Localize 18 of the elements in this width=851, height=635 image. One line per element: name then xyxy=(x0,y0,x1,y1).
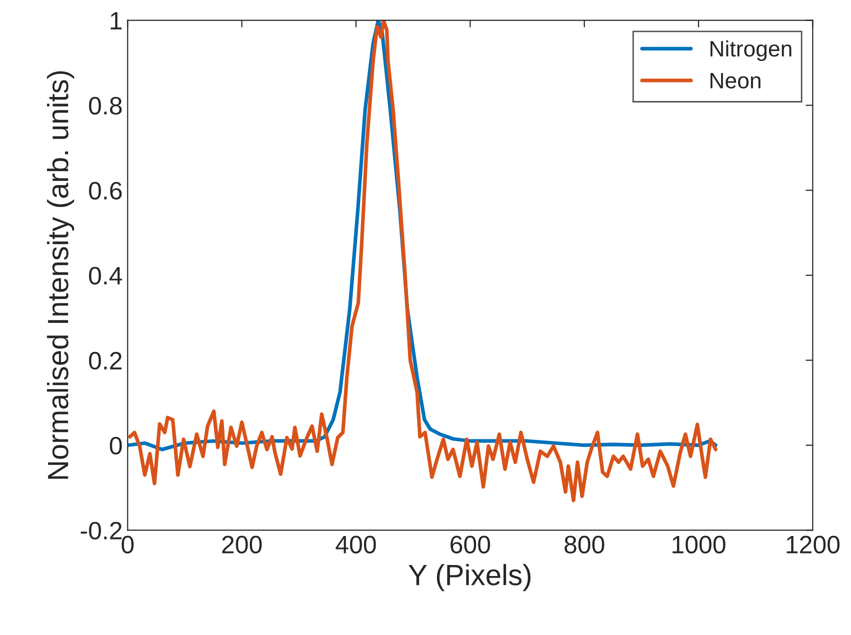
x-tick-label: 1000 xyxy=(672,536,726,554)
y-tick-label: 0.8 xyxy=(89,96,122,115)
x-tick-label: 0 xyxy=(122,536,134,554)
y-tick-label: -0.2 xyxy=(80,522,122,540)
x-tick-label: 1200 xyxy=(786,536,840,554)
legend-label: Nitrogen xyxy=(710,40,792,62)
x-tick-label: 200 xyxy=(222,536,262,554)
y-tick-label: 0 xyxy=(110,436,122,455)
y-axis-title: Normalised Intensity (arb. units) xyxy=(46,71,74,479)
x-tick-label: 400 xyxy=(336,536,376,554)
y-tick-label: 0.4 xyxy=(89,266,122,285)
x-tick-label: 800 xyxy=(564,536,604,554)
legend-label: Neon xyxy=(710,72,760,88)
y-tick-label: 1 xyxy=(110,12,122,30)
x-axis-title: Y (Pixels) xyxy=(408,564,531,592)
y-tick-label: 0.6 xyxy=(89,182,122,200)
y-tick-label: 0.2 xyxy=(89,352,122,370)
x-tick-label: 600 xyxy=(450,536,490,554)
